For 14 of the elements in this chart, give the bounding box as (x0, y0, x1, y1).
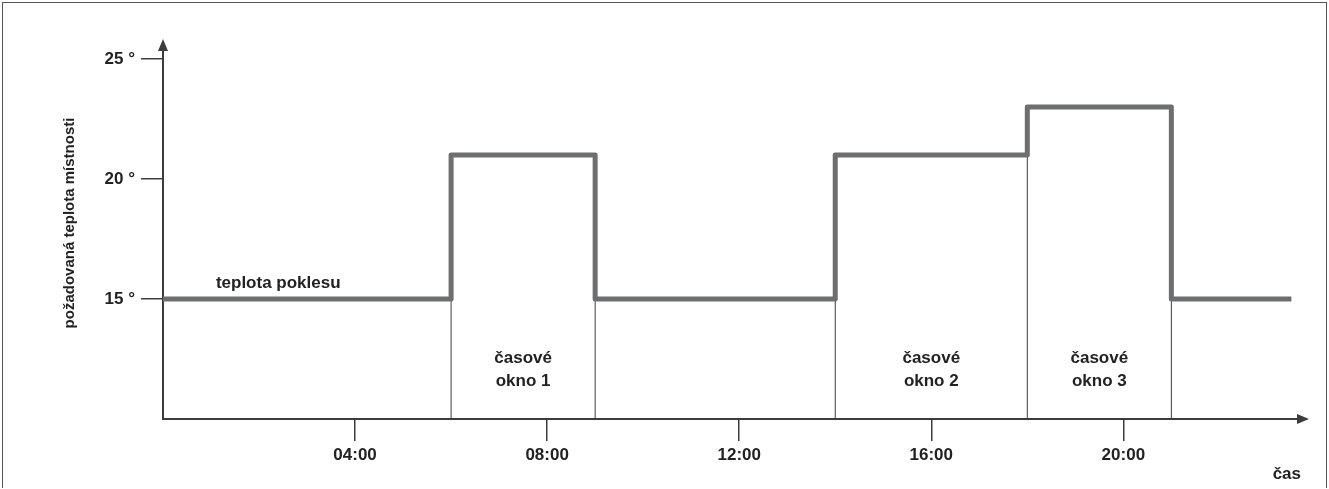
annotation: časové okno 3 (1070, 347, 1129, 390)
x-tick-label: 12:00 (717, 444, 761, 464)
y-tick-label: 25 ° (104, 48, 136, 68)
annotation: časové okno 2 (902, 347, 961, 390)
x-tick-label: 04:00 (333, 444, 377, 464)
annotation: časové okno 1 (494, 347, 552, 390)
y-axis-title: požadovaná teplota místnosti (60, 117, 78, 329)
x-tick-label: 08:00 (525, 444, 569, 464)
annotation: teplota poklesu (215, 272, 341, 292)
y-tick-label: 15 ° (104, 288, 136, 308)
x-tick-label: 20:00 (1101, 444, 1146, 464)
x-axis-title: čas (1272, 464, 1301, 484)
x-tick-label: 16:00 (909, 444, 954, 464)
y-tick-label: 20 ° (104, 168, 136, 188)
